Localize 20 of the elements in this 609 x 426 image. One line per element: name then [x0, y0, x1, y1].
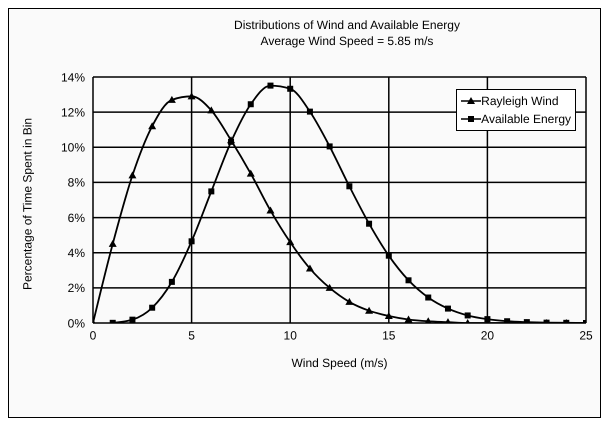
x-tick-label: 25	[579, 328, 593, 343]
y-tick-label: 4%	[68, 246, 86, 260]
y-tick-label: 6%	[68, 210, 86, 225]
chart-title: Distributions of Wind and Available Energy	[233, 17, 461, 33]
x-tick-label: 10	[284, 328, 298, 343]
y-tick-label: 2%	[68, 281, 86, 296]
x-tick-label: 5	[188, 328, 196, 343]
y-axis-title: Percentage of Time Spent in Bin	[20, 118, 34, 290]
legend-label: Available Energy	[481, 111, 571, 128]
y-tick-label: 14%	[60, 70, 86, 84]
x-axis-title: Wind Speed (m/s)	[291, 356, 388, 370]
y-tick-label: 8%	[68, 176, 86, 190]
x-tick-label: 20	[480, 328, 494, 343]
x-tick-label: 0	[90, 328, 97, 343]
y-tick-label: 10%	[60, 140, 86, 155]
y-tick-label: 12%	[60, 105, 86, 120]
y-tick-label: 0%	[68, 316, 86, 330]
legend-label: Rayleigh Wind	[481, 93, 559, 110]
chart-subtitle: Average Wind Speed = 5.85 m/s	[260, 33, 434, 49]
x-tick-label: 15	[382, 328, 396, 343]
